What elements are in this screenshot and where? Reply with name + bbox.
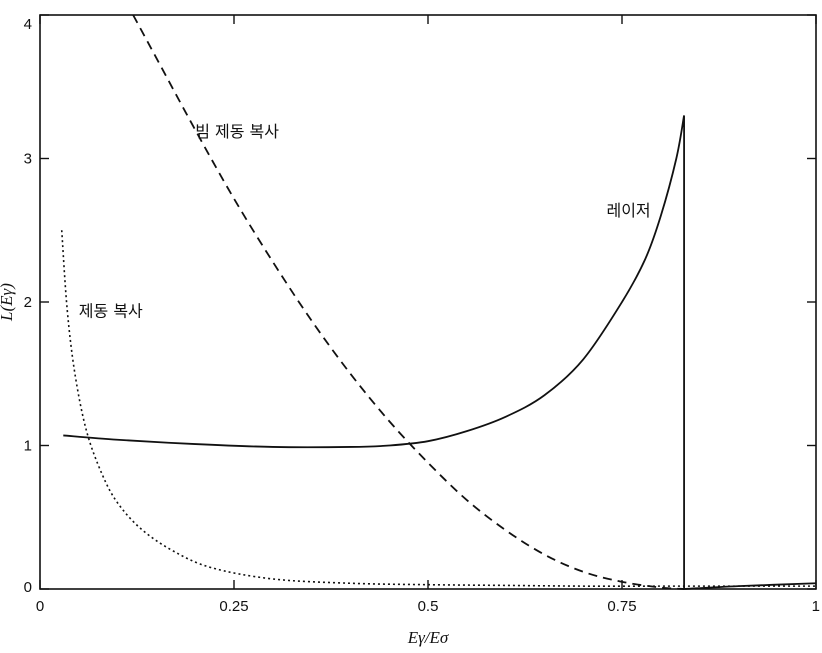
y-tick-label: 0 [24, 579, 32, 596]
series-line-3 [60, 230, 816, 587]
y-tick-labels: 0 1 2 3 4 [24, 16, 32, 596]
series-line-2 [132, 14, 685, 590]
x-tick-label: 0.75 [607, 598, 636, 615]
x-tick-label: 0.5 [418, 598, 439, 615]
y-tick-label: 4 [24, 16, 32, 33]
x-tick-labels: 0 0.25 0.5 0.75 1 [36, 598, 820, 615]
plot-frame [39, 14, 817, 590]
series-annotation: 제동 복사 [79, 301, 143, 320]
series-layer [60, 14, 817, 590]
axis-ticks [39, 14, 817, 590]
series-annotation: 빔 제동 복사 [195, 122, 279, 141]
y-tick-label: 3 [24, 151, 32, 168]
y-axis-label: L(Eγ) [0, 283, 16, 322]
y-tick-label: 1 [24, 438, 32, 455]
x-tick-label: 0 [36, 598, 44, 615]
series-line-1 [63, 115, 817, 590]
x-axis-label: Eγ/Eσ [407, 628, 449, 647]
y-tick-label: 2 [24, 294, 32, 311]
series-annotation: 레이저 [606, 201, 650, 220]
x-tick-label: 0.25 [219, 598, 248, 615]
x-tick-label: 1 [812, 598, 820, 615]
